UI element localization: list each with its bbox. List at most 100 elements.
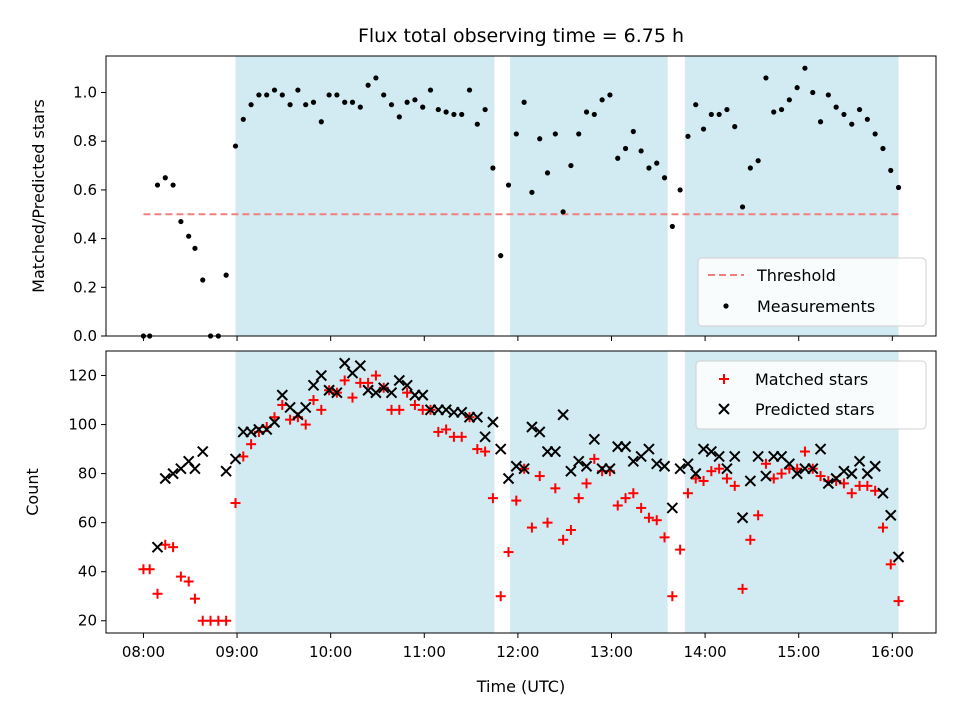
measurement-point (771, 109, 777, 115)
predicted-star-point (713, 450, 725, 463)
matched-star-point (526, 522, 537, 533)
matched-star-point (885, 559, 896, 570)
measurement-point (178, 218, 184, 225)
measurement-point (466, 87, 473, 93)
ratio-panel: 0.0 0.2 0.4 0.6 0.8 1.0 Matched/Predicted sta… (29, 55, 937, 345)
predicted-star-point (518, 462, 530, 475)
observing-span (510, 351, 668, 633)
measurement-point (388, 102, 395, 108)
predicted-star-point (666, 502, 679, 514)
top-axes-frame (105, 55, 937, 337)
measurement-point (755, 158, 761, 164)
measurement-point (474, 121, 480, 127)
measurement-point (552, 131, 558, 137)
measurement-point (264, 92, 270, 98)
measurement-point (560, 209, 566, 215)
predicted-star-point (721, 462, 733, 475)
measurement-point (778, 106, 785, 113)
matched-star-point (230, 498, 241, 509)
matched-star-point (221, 615, 232, 626)
matched-star-point (589, 453, 600, 464)
measurement-point (154, 182, 161, 188)
predicted-star-point (229, 453, 242, 465)
matched-star-point (706, 466, 717, 477)
measurement-point (412, 97, 418, 103)
legend-measurements-swatch (723, 303, 729, 309)
legend-matched-swatch (719, 374, 729, 384)
measurement-point (856, 106, 863, 113)
observing-span (510, 56, 668, 336)
matched-star-point (675, 544, 686, 555)
measurement-point (661, 175, 668, 181)
predicted-star-point (377, 382, 390, 394)
matched-star-point (277, 399, 288, 410)
matched-star-point (189, 593, 200, 604)
y-tick-label: 20 (78, 612, 97, 630)
measurement-point (732, 124, 738, 130)
predicted-star-point (495, 443, 507, 455)
predicted-star-point (565, 465, 577, 477)
predicted-star-point (479, 431, 491, 443)
matched-star-point (394, 404, 405, 415)
measurement-point (287, 102, 293, 108)
matched-star-point (643, 512, 654, 523)
y-tick-label: 40 (78, 563, 97, 581)
measurement-point (420, 104, 426, 110)
predicted-star-point (658, 460, 671, 472)
x-tick-label: 08:00 (122, 643, 165, 661)
measurement-point (708, 111, 714, 118)
predicted-star-point (643, 443, 655, 455)
y-tick-label: 120 (68, 367, 97, 385)
predicted-star-point (557, 409, 569, 421)
measurement-point (693, 102, 699, 108)
measurement-point (786, 97, 792, 103)
measurement-point (303, 102, 309, 108)
measurement-point (638, 148, 644, 154)
matched-star-point (714, 463, 725, 474)
matched-star-point (316, 404, 327, 415)
matched-star-point (698, 475, 709, 486)
matched-star-point (339, 375, 350, 386)
matched-star-point (862, 480, 873, 491)
predicted-star-point (651, 458, 663, 470)
measurement-point (310, 99, 317, 105)
matched-star-point (160, 539, 171, 550)
measurement-point (513, 131, 519, 137)
measurement-point (654, 160, 660, 166)
measurement-point (248, 102, 254, 108)
measurement-point (326, 92, 332, 98)
measurement-point (490, 165, 496, 171)
measurement-point (872, 131, 878, 137)
predicted-star-point (822, 477, 835, 490)
bottom-y-axis-label: Count (23, 468, 42, 516)
predicted-star-point (315, 369, 328, 382)
predicted-star-point (534, 426, 546, 438)
measurement-point (622, 145, 629, 152)
predicted-star-point (370, 386, 382, 399)
measurement-point (200, 277, 206, 283)
predicted-star-point (331, 386, 343, 399)
predicted-star-point (197, 445, 209, 458)
measurement-point (271, 87, 278, 93)
matched-star-point (409, 399, 420, 410)
predicted-star-point (268, 416, 281, 428)
predicted-star-point (752, 450, 764, 463)
predicted-star-point (385, 386, 398, 399)
measurement-point (186, 233, 192, 239)
predicted-star-point (440, 404, 452, 416)
predicted-star-point (838, 465, 850, 477)
measurement-point (895, 184, 902, 191)
predicted-star-point (846, 467, 858, 480)
y-tick-label: 60 (78, 514, 97, 532)
matched-star-point (815, 471, 826, 482)
matched-star-point (682, 488, 693, 499)
predicted-star-point (471, 411, 484, 423)
predicted-star-point (417, 389, 429, 401)
matched-star-point (636, 502, 647, 513)
predicted-star-point (697, 443, 710, 455)
y-tick-label: 0.4 (73, 230, 97, 248)
matched-star-point (402, 387, 413, 398)
y-tick-label: 1.0 (73, 84, 97, 102)
top-ticks: 0.0 0.2 0.4 0.6 0.8 1.0 (73, 84, 893, 345)
